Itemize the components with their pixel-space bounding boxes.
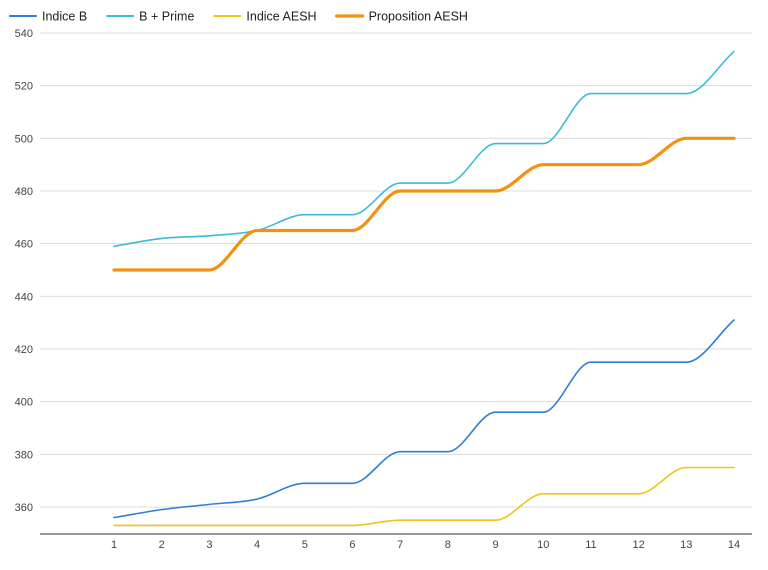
x-tick-label: 14	[728, 539, 740, 551]
series-line-indice-aesh	[113, 466, 735, 527]
y-tick-label: 440	[15, 291, 33, 303]
legend-label: Indice AESH	[246, 10, 316, 24]
series-line-b-prime	[113, 50, 735, 248]
x-tick-label: 8	[445, 539, 451, 551]
y-tick-label: 400	[15, 397, 33, 409]
x-tick-label: 6	[349, 539, 355, 551]
legend-item-indice-b[interactable]: Indice B	[9, 10, 87, 24]
x-tick-label: 7	[397, 539, 403, 551]
legend-item-b-prime[interactable]: B + Prime	[106, 10, 194, 24]
legend-item-proposition-aesh[interactable]: Proposition AESH	[334, 10, 468, 24]
x-tick-label: 11	[585, 539, 596, 551]
y-tick-label: 480	[15, 186, 33, 198]
x-tick-label: 10	[537, 539, 549, 551]
legend-item-indice-aesh[interactable]: Indice AESH	[213, 10, 317, 24]
legend: Indice B B + Prime Indice AESH Proposition …	[9, 10, 468, 24]
legend-label: Indice B	[42, 10, 87, 24]
series-line-indice-b	[113, 319, 735, 519]
x-tick-label: 2	[159, 539, 165, 551]
y-tick-label: 460	[15, 239, 33, 251]
gridlines	[40, 32, 752, 508]
y-tick-label: 420	[15, 344, 33, 356]
y-tick-label: 500	[15, 133, 33, 145]
y-tick-label: 380	[15, 449, 33, 461]
y-tick-label: 540	[15, 28, 33, 40]
x-tick-label: 12	[632, 539, 644, 551]
legend-label: Proposition AESH	[369, 10, 468, 24]
series-line-proposition-aesh	[112, 136, 736, 272]
y-tick-label: 360	[15, 502, 33, 514]
x-tick-label: 13	[680, 539, 692, 551]
x-tick-label: 4	[254, 539, 260, 551]
series-lines	[112, 50, 736, 527]
y-tick-label: 520	[15, 81, 33, 93]
x-tick-label: 1	[111, 539, 117, 551]
x-tick-label: 3	[206, 539, 212, 551]
x-tick-label: 5	[302, 539, 308, 551]
x-tick-label: 9	[492, 539, 498, 551]
legend-label: B + Prime	[139, 10, 194, 24]
